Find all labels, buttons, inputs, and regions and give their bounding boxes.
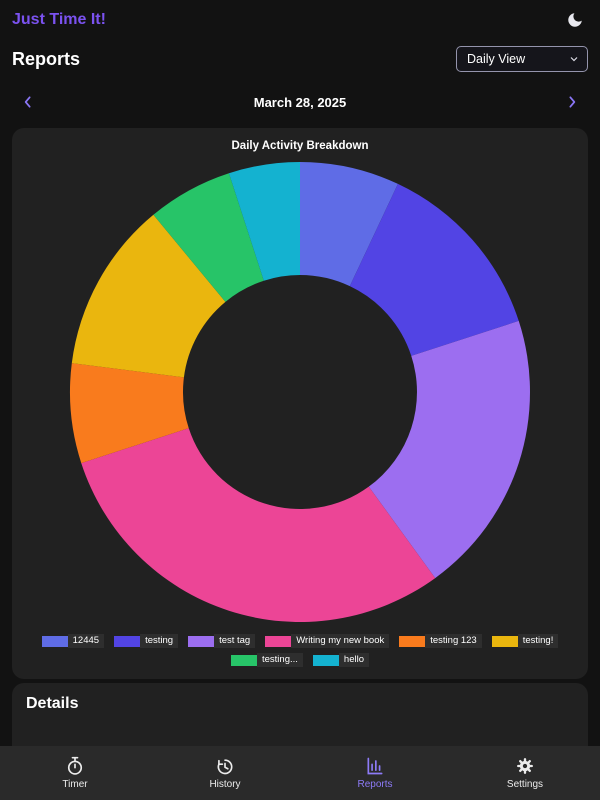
donut-segment[interactable] bbox=[71, 214, 226, 378]
chart-legend: 12445 testing test tag Writing my new book t… bbox=[22, 634, 578, 667]
donut-segment[interactable] bbox=[300, 162, 398, 287]
stopwatch-icon bbox=[67, 756, 83, 775]
bar-chart-icon bbox=[367, 757, 383, 775]
view-selector-wrap: Daily View bbox=[456, 46, 588, 72]
donut-segment[interactable] bbox=[153, 173, 264, 302]
legend-item[interactable]: testing... bbox=[231, 653, 303, 667]
legend-swatch bbox=[399, 635, 426, 647]
view-selector[interactable]: Daily View bbox=[456, 46, 588, 72]
nav-item-history[interactable]: History bbox=[150, 746, 300, 800]
nav-label-settings: Settings bbox=[506, 779, 544, 790]
legend-label: Writing my new book bbox=[291, 634, 390, 648]
legend-swatch bbox=[491, 635, 518, 647]
nav-item-timer[interactable]: Timer bbox=[0, 746, 150, 800]
donut-chart bbox=[69, 162, 530, 622]
chart-title: Daily Activity Breakdown bbox=[231, 140, 369, 152]
legend-item[interactable]: testing bbox=[114, 634, 179, 648]
legend-swatch bbox=[312, 654, 339, 666]
legend-row-2: testing... hello bbox=[231, 653, 369, 667]
page-head: Reports Daily View bbox=[0, 40, 600, 82]
legend-label: testing... bbox=[257, 653, 303, 667]
prev-date-button[interactable] bbox=[18, 92, 38, 112]
chevron-right-icon bbox=[569, 96, 576, 108]
legend-item[interactable]: testing! bbox=[491, 634, 559, 648]
legend-swatch bbox=[41, 635, 68, 647]
donut-segment[interactable] bbox=[81, 428, 436, 622]
legend-label: hello bbox=[338, 653, 369, 667]
chevron-left-icon bbox=[24, 96, 31, 108]
legend-row-1: 12445 testing test tag Writing my new book t… bbox=[41, 634, 559, 648]
bottom-nav: Timer History Reports bbox=[0, 746, 600, 800]
gear-icon bbox=[517, 758, 533, 774]
nav-item-reports[interactable]: Reports bbox=[300, 746, 450, 800]
donut-segment[interactable] bbox=[69, 363, 189, 464]
legend-item[interactable]: Writing my new book bbox=[265, 634, 390, 648]
legend-label: 12445 bbox=[67, 634, 105, 648]
nav-label-reports: Reports bbox=[357, 779, 393, 790]
history-icon bbox=[217, 759, 233, 775]
legend-swatch bbox=[265, 635, 292, 647]
donut-segment[interactable] bbox=[368, 320, 530, 579]
legend-item[interactable]: 12445 bbox=[41, 634, 105, 648]
legend-label: testing! bbox=[517, 634, 559, 648]
legend-swatch bbox=[114, 635, 141, 647]
details-title: Details bbox=[26, 695, 79, 712]
app-title: Just Time It! bbox=[12, 11, 106, 28]
legend-label: testing bbox=[140, 634, 179, 648]
donut-segment[interactable] bbox=[228, 162, 300, 281]
date-nav: March 28, 2025 bbox=[0, 82, 600, 124]
legend-item[interactable]: test tag bbox=[188, 634, 256, 648]
legend-label: test tag bbox=[214, 634, 256, 648]
legend-swatch bbox=[188, 635, 215, 647]
nav-item-settings[interactable]: Settings bbox=[450, 746, 600, 800]
chart-card: Daily Activity Breakdown 12445 testing tes… bbox=[12, 128, 588, 679]
page-title: Reports bbox=[12, 48, 81, 69]
moon-icon bbox=[568, 13, 582, 27]
legend-item[interactable]: testing 123 bbox=[399, 634, 482, 648]
next-date-button[interactable] bbox=[562, 92, 582, 112]
legend-swatch bbox=[231, 654, 257, 666]
app-header: Just Time It! bbox=[0, 0, 600, 40]
theme-toggle-button[interactable] bbox=[564, 9, 586, 31]
nav-label-history: History bbox=[209, 779, 241, 790]
nav-label-timer: Timer bbox=[62, 779, 88, 790]
legend-item[interactable]: hello bbox=[312, 653, 369, 667]
current-date: March 28, 2025 bbox=[253, 94, 347, 110]
legend-label: testing 123 bbox=[425, 634, 482, 648]
donut-segment[interactable] bbox=[349, 183, 519, 356]
